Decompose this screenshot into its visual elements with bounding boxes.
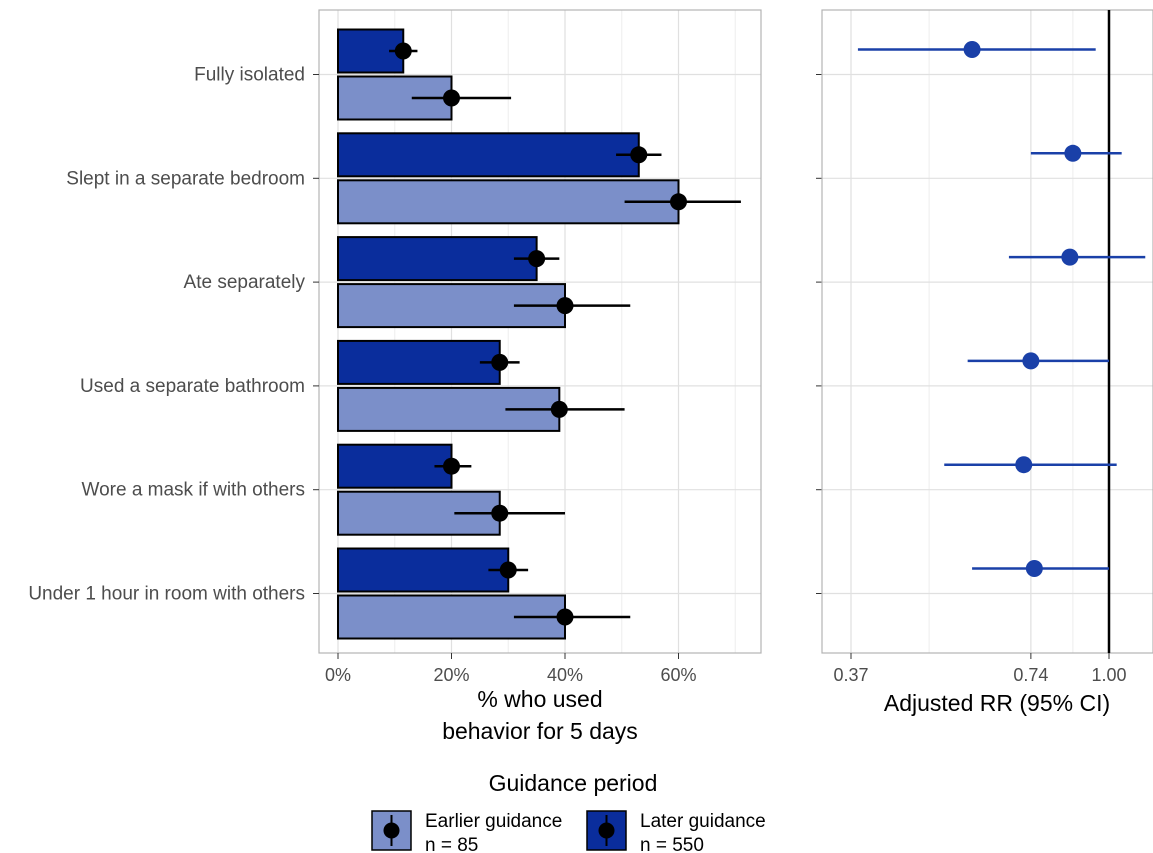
category-label: Under 1 hour in room with others [28, 584, 305, 605]
rr-point [1022, 352, 1040, 370]
point-later [491, 353, 509, 371]
bar-x-tick-label: 40% [547, 665, 583, 685]
bar-x-ticks: 0% 20% 40% 60% [325, 653, 697, 685]
forest-x-tick-label: 1.00 [1091, 665, 1126, 685]
category-label: Fully isolated [194, 65, 305, 86]
bar-later [337, 236, 538, 282]
category-label: Ate separately [184, 272, 306, 293]
category-label: Used a separate bathroom [80, 376, 305, 397]
bar-later [337, 339, 501, 385]
forest-panel: 0.37 0.74 1.00 Adjusted RR (95% CI) [816, 9, 1153, 716]
bar-panel: Fully isolated Slept in a separate bedroo… [28, 9, 762, 744]
legend-item-later: Later guidance n = 550 [586, 810, 766, 853]
forest-panel-border [821, 9, 1153, 654]
bar-panel-border [318, 9, 762, 654]
bar-x-tick-label: 60% [660, 665, 696, 685]
rr-point [1025, 560, 1043, 577]
legend-label-later: Later guidance [640, 811, 766, 832]
point-earlier [550, 400, 568, 418]
point-later [394, 42, 412, 60]
point-later [630, 146, 648, 164]
bar-x-axis-title-line1: % who used [477, 686, 602, 712]
category-labels: Fully isolated Slept in a separate bedroo… [28, 65, 319, 605]
forest-points [857, 41, 1146, 577]
bar-x-axis-title-line2: behavior for 5 days [442, 718, 638, 744]
bar-x-tick-label: 20% [433, 665, 469, 685]
rr-point [1061, 248, 1079, 266]
forest-x-ticks: 0.37 0.74 1.00 [833, 653, 1127, 685]
bar-later [337, 132, 640, 178]
category-label: Wore a mask if with others [81, 480, 305, 501]
bar-later [337, 547, 510, 593]
category-label: Slept in a separate bedroom [66, 168, 305, 189]
point-earlier [556, 297, 574, 315]
point-earlier [443, 89, 460, 107]
legend: Guidance period Earlier guidance n = 85 … [371, 770, 766, 853]
point-later [528, 250, 546, 268]
legend-title: Guidance period [489, 770, 658, 796]
forest-x-tick-label: 0.74 [1013, 665, 1048, 685]
forest-x-axis-title: Adjusted RR (95% CI) [884, 690, 1110, 716]
legend-n-later: n = 550 [640, 835, 704, 853]
legend-key-later-point [598, 822, 615, 839]
bar-panel-error-bars [389, 42, 741, 626]
point-later [443, 457, 460, 475]
legend-label-earlier: Earlier guidance [425, 811, 562, 832]
forest-panel-grid [816, 10, 1153, 653]
legend-n-earlier: n = 85 [425, 835, 478, 853]
point-earlier [491, 504, 509, 522]
rr-point [1015, 456, 1033, 474]
point-later [499, 561, 517, 579]
forest-x-tick-label: 0.37 [833, 665, 868, 685]
rr-point [963, 41, 981, 58]
point-earlier [556, 608, 574, 626]
legend-key-earlier-point [383, 822, 400, 839]
legend-item-earlier: Earlier guidance n = 85 [371, 810, 562, 853]
point-earlier [670, 193, 687, 211]
rr-point [1064, 144, 1082, 162]
bar-x-tick-label: 0% [325, 665, 351, 685]
